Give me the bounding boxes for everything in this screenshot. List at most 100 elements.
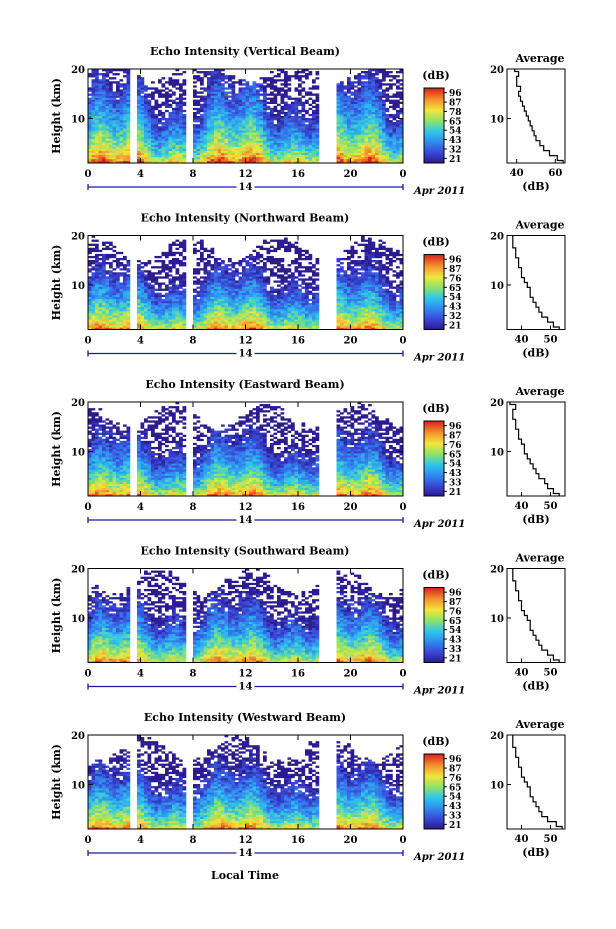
heatmap-cell: [172, 292, 176, 296]
heatmap-cell: [371, 81, 376, 84]
heatmap-cell: [144, 327, 148, 330]
heatmap-cell: [102, 142, 106, 145]
heatmap-cell: [361, 144, 365, 147]
heatmap-cell: [287, 113, 292, 117]
heatmap-cell: [158, 152, 162, 156]
heatmap-cell: [112, 292, 117, 296]
heatmap-cell: [364, 99, 369, 102]
heatmap-cell: [182, 319, 187, 322]
heatmap-cell: [182, 103, 187, 107]
heatmap-cell: [207, 294, 211, 298]
heatmap-cell: [294, 75, 299, 78]
heatmap-cell: [224, 154, 229, 158]
heatmap-cell: [259, 128, 264, 131]
heatmap-cell: [119, 101, 124, 104]
heatmap-cell: [238, 124, 243, 127]
heatmap-cell: [161, 319, 166, 322]
heatmap-cell: [161, 315, 166, 318]
heatmap-cell: [294, 158, 299, 162]
heatmap-cell: [112, 321, 117, 324]
heatmap-cell: [361, 148, 365, 151]
heatmap-cell: [284, 239, 288, 242]
heatmap-cell: [116, 146, 120, 149]
heatmap-cell: [102, 296, 106, 300]
heatmap-cell: [193, 101, 197, 104]
heatmap-cell: [273, 321, 278, 324]
heatmap-cell: [217, 105, 222, 109]
heatmap-cell: [347, 144, 351, 147]
heatmap-cell: [217, 309, 222, 312]
heatmap-cell: [144, 154, 148, 158]
heatmap-cell: [235, 138, 239, 141]
heatmap-cell: [140, 140, 145, 143]
heatmap-cell: [287, 146, 292, 149]
heatmap-cell: [270, 132, 274, 135]
heatmap-cell: [91, 239, 96, 242]
heatmap-cell: [298, 97, 302, 100]
heatmap-cell: [256, 118, 260, 121]
heatmap-cell: [221, 99, 225, 102]
heatmap-cell: [221, 156, 225, 160]
heatmap-cell: [126, 87, 131, 90]
heatmap-cell: [207, 302, 211, 306]
heatmap-cell: [182, 101, 187, 104]
heatmap-cell: [119, 126, 124, 129]
heatmap-cell: [126, 111, 131, 115]
heatmap-cell: [179, 300, 183, 304]
heatmap-cell: [137, 105, 141, 109]
heatmap-cell: [340, 99, 344, 102]
heatmap-cell: [340, 111, 344, 115]
heatmap-cell: [140, 284, 145, 287]
heatmap-cell: [137, 122, 141, 125]
heatmap-cell: [200, 113, 204, 117]
heatmap-cell: [368, 128, 372, 131]
heatmap-cell: [298, 132, 302, 135]
heatmap-cell: [165, 327, 169, 330]
heatmap-cell: [144, 274, 148, 277]
heatmap-cell: [392, 156, 397, 160]
heatmap-cell: [256, 105, 260, 109]
heatmap-cell: [389, 99, 393, 102]
heatmap-cell: [245, 122, 250, 125]
heatmap-cell: [280, 278, 285, 281]
heatmap-cell: [147, 111, 152, 115]
heatmap-cell: [277, 304, 281, 308]
heatmap-cell: [147, 276, 152, 279]
heatmap-cell: [91, 158, 96, 162]
heatmap-cell: [305, 138, 309, 141]
heatmap-cell: [112, 150, 117, 154]
heatmap-cell: [284, 249, 288, 253]
heatmap-cell: [158, 140, 162, 143]
heatmap-cell: [196, 138, 201, 141]
heatmap-cell: [91, 111, 96, 115]
heatmap-cell: [399, 154, 404, 158]
heatmap-cell: [161, 264, 166, 267]
heatmap-cell: [109, 69, 113, 72]
heatmap-cell: [168, 321, 173, 324]
heatmap-cell: [210, 319, 215, 322]
heatmap-cell: [382, 91, 386, 94]
heatmap-cell: [182, 79, 187, 82]
heatmap-cell: [277, 152, 281, 156]
heatmap-cell: [256, 327, 260, 330]
heatmap-cell: [168, 266, 173, 269]
heatmap-cell: [340, 120, 344, 123]
heatmap-cell: [273, 317, 278, 320]
heatmap-cell: [140, 83, 145, 86]
heatmap-cell: [172, 260, 176, 263]
heatmap-cell: [266, 296, 271, 300]
heatmap-cell: [364, 81, 369, 84]
heatmap-cell: [392, 95, 397, 98]
heatmap-cell: [301, 142, 306, 145]
heatmap-cell: [200, 109, 204, 113]
heatmap-cell: [294, 136, 299, 139]
heatmap-cell: [228, 302, 232, 306]
heatmap-cell: [95, 274, 99, 277]
heatmap-cell: [203, 319, 208, 322]
heatmap-cell: [123, 296, 127, 300]
heatmap-cell: [252, 83, 257, 86]
heatmap-cell: [245, 327, 250, 330]
heatmap-cell: [396, 132, 400, 135]
heatmap-cell: [224, 315, 229, 318]
heatmap-cell: [294, 77, 299, 80]
